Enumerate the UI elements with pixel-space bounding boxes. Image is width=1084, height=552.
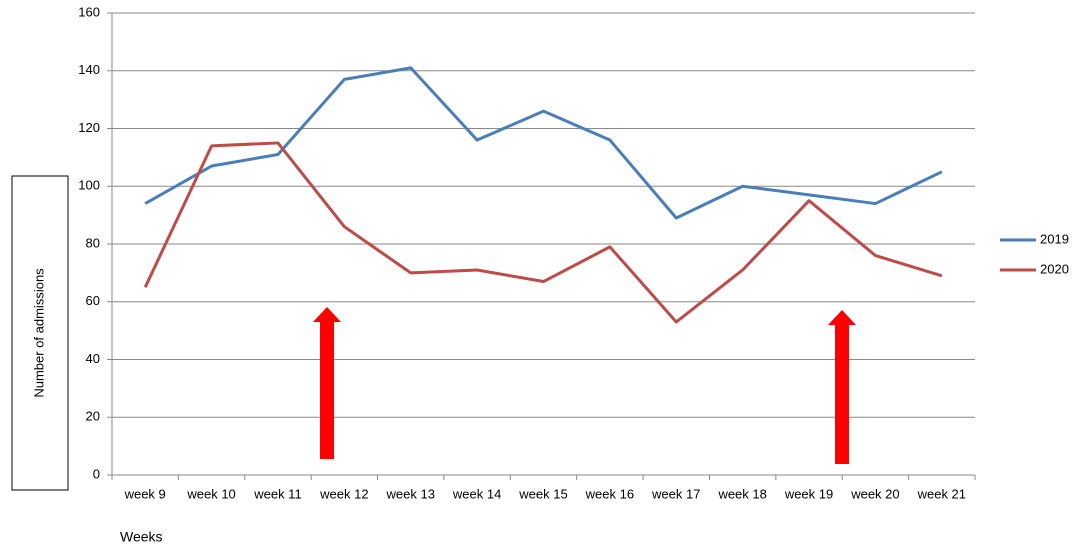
legend-label: 2019 xyxy=(1040,231,1069,246)
plot: 0 20 40 60 80 100 120 140 160 week 9 week 10 week 1… xyxy=(78,4,1069,501)
x-tick-label: week 14 xyxy=(452,486,501,501)
arrow-head xyxy=(828,310,856,325)
x-tick-label: week 12 xyxy=(319,486,368,501)
y-tick-label: 0 xyxy=(93,466,100,481)
x-tick-label: week 16 xyxy=(585,486,634,501)
x-tick-label: week 20 xyxy=(850,486,899,501)
x-tick-label: week 21 xyxy=(917,486,966,501)
y-tick-label: 160 xyxy=(78,4,100,19)
y-tick-label: 140 xyxy=(78,62,100,77)
y-tick-label: 60 xyxy=(86,293,100,308)
arrow-shaft xyxy=(320,322,334,459)
y-axis-label: Number of admissions xyxy=(31,268,46,398)
arrow-shaft xyxy=(835,325,849,464)
x-tick-label: week 18 xyxy=(717,486,766,501)
x-tick-label: week 19 xyxy=(784,486,833,501)
x-tick-label: week 15 xyxy=(518,486,567,501)
arrow xyxy=(828,310,856,464)
x-tick-label: week 9 xyxy=(124,486,166,501)
y-tick-label: 80 xyxy=(86,235,100,250)
x-axis-label: Weeks xyxy=(120,529,163,545)
y-label-box xyxy=(11,175,69,491)
x-tick-label: week 13 xyxy=(386,486,435,501)
y-tick-label: 100 xyxy=(78,178,100,193)
x-tick-label: week 17 xyxy=(651,486,700,501)
series-line xyxy=(143,141,943,324)
legend-label: 2020 xyxy=(1040,261,1069,276)
series-line xyxy=(144,66,943,220)
x-tick-label: week 10 xyxy=(186,486,235,501)
y-tick-label: 40 xyxy=(86,351,100,366)
arrow-head xyxy=(313,307,341,322)
x-tick-label: week 11 xyxy=(253,486,301,501)
arrow xyxy=(313,307,341,459)
y-tick-label: 120 xyxy=(78,120,100,135)
y-tick-label: 20 xyxy=(86,409,100,424)
